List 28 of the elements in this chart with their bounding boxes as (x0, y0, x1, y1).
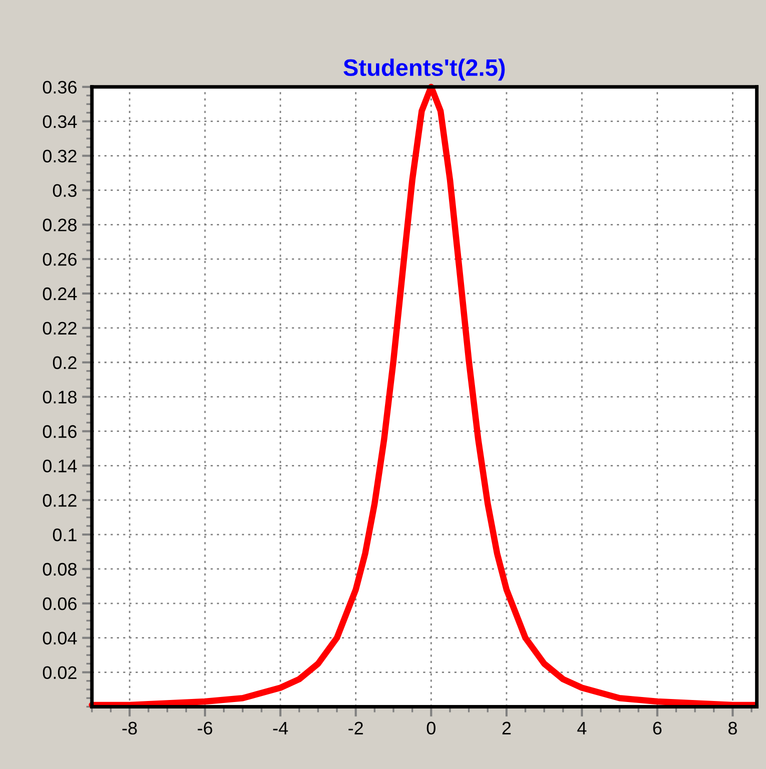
x-tick-label: -4 (273, 722, 288, 734)
y-tick-label: 0.2 (52, 356, 76, 370)
y-tick-label: 0.22 (42, 322, 76, 335)
x-tick-label: -2 (348, 722, 363, 734)
x-tick-label: 4 (577, 722, 586, 734)
y-tick-label: 0.26 (42, 253, 77, 266)
chart-title: Students't(2.5) (344, 58, 505, 81)
y-tick-label: 0.02 (42, 666, 76, 679)
y-tick-label: 0.18 (42, 390, 77, 404)
y-tick-label: 0.12 (42, 494, 76, 507)
y-tick-label: 0.3 (52, 184, 77, 197)
x-tick-label: 8 (728, 722, 737, 735)
x-tick-label: -8 (122, 722, 137, 735)
y-tick-label: 0.32 (42, 150, 76, 162)
y-tick-label: 0.08 (42, 562, 77, 576)
x-tick-label: 6 (653, 722, 662, 735)
y-tick-label: 0.04 (42, 632, 77, 645)
y-tick-label: 0.36 (42, 80, 77, 94)
y-tick-label: 0.14 (42, 460, 77, 472)
x-tick-label: 0 (426, 722, 436, 735)
y-tick-label: 0.1 (52, 528, 76, 542)
y-tick-label: 0.06 (42, 597, 77, 610)
y-tick-label: 0.28 (42, 218, 77, 232)
x-tick-label: 2 (502, 722, 511, 734)
x-tick-label: -6 (198, 722, 212, 735)
y-tick-label: 0.34 (42, 115, 77, 128)
y-tick-label: 0.16 (42, 425, 77, 438)
y-tick-label: 0.24 (42, 287, 77, 300)
